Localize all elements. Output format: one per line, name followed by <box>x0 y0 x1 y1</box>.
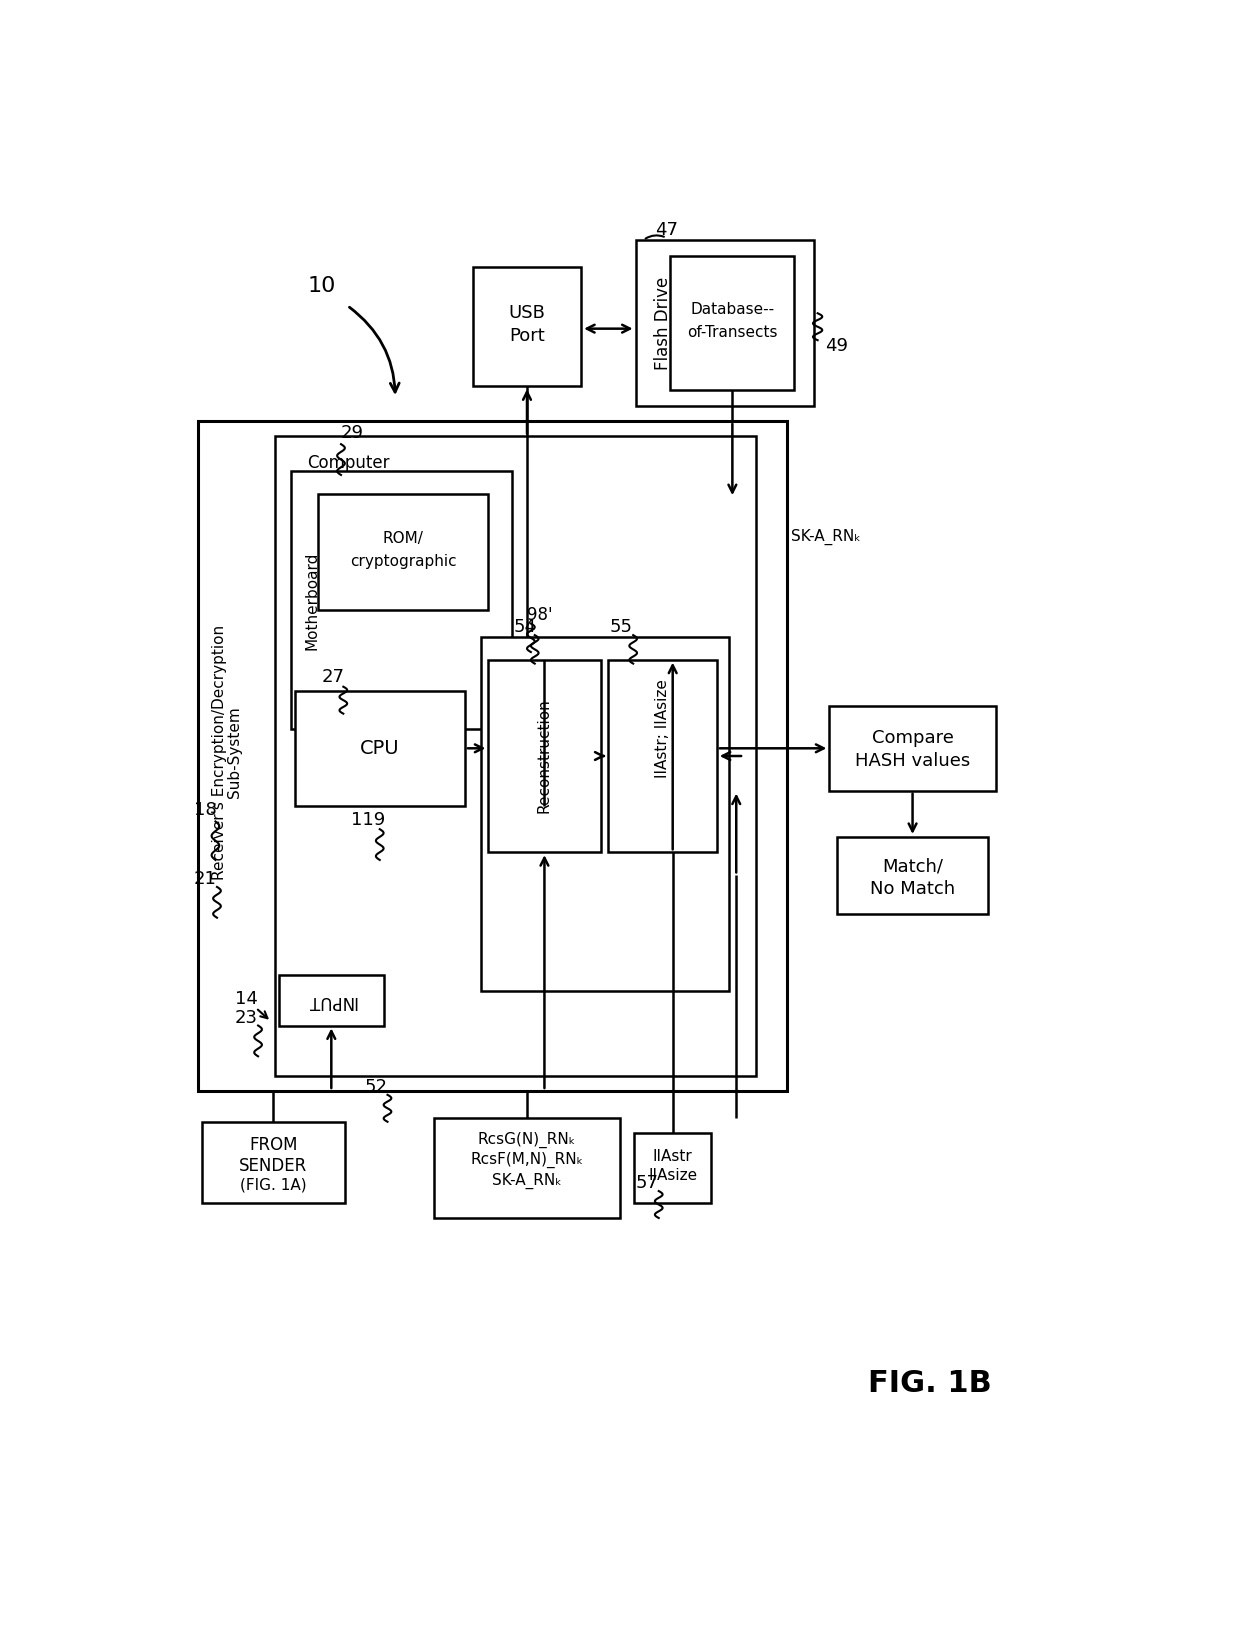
Text: 54: 54 <box>513 618 536 636</box>
Text: Flash Drive: Flash Drive <box>653 277 672 369</box>
Text: Compare: Compare <box>872 730 954 747</box>
Text: FIG. 1B: FIG. 1B <box>868 1369 992 1398</box>
Text: 119: 119 <box>351 811 386 829</box>
Text: 49: 49 <box>826 336 848 354</box>
Bar <box>295 691 465 806</box>
Text: Receiver's Encryption/Decryption: Receiver's Encryption/Decryption <box>212 625 227 880</box>
Text: IIAsize: IIAsize <box>649 1168 697 1183</box>
Text: FROM: FROM <box>249 1135 298 1154</box>
Text: Match/: Match/ <box>882 857 944 875</box>
Text: INPUT: INPUT <box>306 992 356 1010</box>
Text: USB: USB <box>508 305 546 323</box>
Text: 10: 10 <box>308 277 336 297</box>
Text: No Match: No Match <box>870 880 955 898</box>
Text: Database--: Database-- <box>691 302 775 316</box>
Text: 57: 57 <box>636 1175 658 1193</box>
Bar <box>472 267 582 386</box>
Bar <box>201 1122 345 1203</box>
Text: ROM/: ROM/ <box>383 531 423 547</box>
Bar <box>634 1134 712 1203</box>
Text: IIAstr: IIAstr <box>652 1149 693 1163</box>
Text: of-Transects: of-Transects <box>687 325 777 339</box>
Text: 29: 29 <box>341 424 365 442</box>
Bar <box>830 705 996 791</box>
Text: 98': 98' <box>527 606 553 625</box>
Bar <box>609 659 717 852</box>
Text: 21: 21 <box>193 870 217 888</box>
Text: RcsF(M,N)_RNₖ: RcsF(M,N)_RNₖ <box>470 1152 584 1168</box>
Text: RcsG(N)_RNₖ: RcsG(N)_RNₖ <box>477 1132 577 1147</box>
Text: 55: 55 <box>610 618 634 636</box>
Text: CPU: CPU <box>360 738 399 758</box>
Bar <box>317 494 489 610</box>
Text: Computer: Computer <box>308 455 391 473</box>
Text: SENDER: SENDER <box>239 1157 308 1175</box>
Text: IIAstr; IIAsize: IIAstr; IIAsize <box>655 679 670 778</box>
Text: 27: 27 <box>321 667 345 686</box>
Text: 47: 47 <box>655 221 678 239</box>
Bar <box>290 471 511 728</box>
Bar <box>279 976 383 1025</box>
Bar <box>671 255 795 391</box>
Text: 18: 18 <box>193 801 217 819</box>
Text: 23: 23 <box>234 1009 258 1027</box>
Bar <box>837 837 988 915</box>
Text: Reconstruction: Reconstruction <box>537 699 552 814</box>
Text: cryptographic: cryptographic <box>350 554 456 570</box>
Text: SK-A_RNₖ: SK-A_RNₖ <box>492 1173 562 1190</box>
Bar <box>434 1117 620 1218</box>
Bar <box>635 241 813 405</box>
Bar <box>197 420 786 1091</box>
Bar <box>275 437 755 1076</box>
Text: 14: 14 <box>236 989 258 1007</box>
Text: Motherboard: Motherboard <box>305 552 320 649</box>
Text: 52: 52 <box>365 1078 387 1096</box>
Text: SK-A_RNₖ: SK-A_RNₖ <box>791 529 861 544</box>
Bar <box>489 659 600 852</box>
Bar <box>481 636 729 990</box>
Text: Sub-System: Sub-System <box>227 707 242 798</box>
Text: (FIG. 1A): (FIG. 1A) <box>239 1177 306 1193</box>
Text: HASH values: HASH values <box>854 753 970 770</box>
Text: Port: Port <box>510 328 544 346</box>
